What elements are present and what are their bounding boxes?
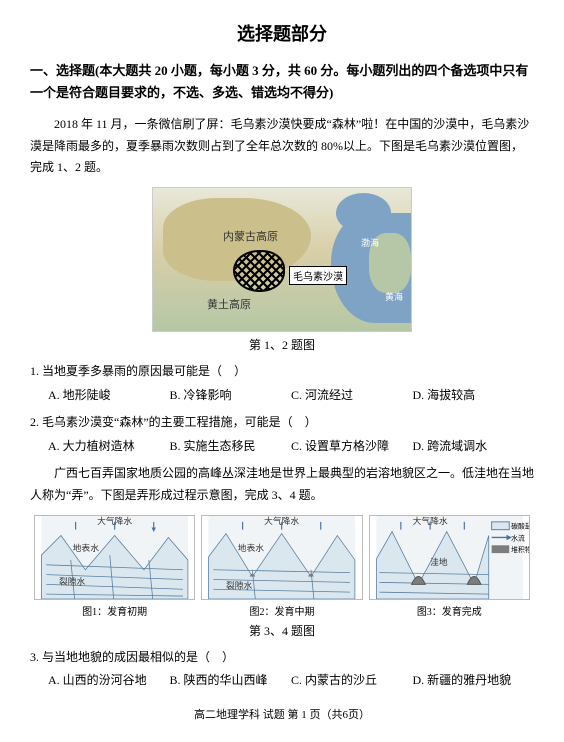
q1-option-b: B. 冷锋影响: [170, 385, 292, 407]
label-crack-1: 裂隙水: [59, 575, 86, 586]
desert-hatch-shape: [233, 250, 285, 292]
map-figure: 内蒙古高原 黄土高原 毛乌素沙漠 渤海 黄海: [152, 187, 412, 332]
q2-option-b: B. 实施生态移民: [170, 436, 292, 458]
label-rain-1: 大气降水: [97, 515, 132, 526]
label-ground-2: 地表水: [238, 542, 265, 553]
figure-2-caption: 第 3、4 题图: [30, 622, 534, 639]
question-1-stem: 1. 当地夏季多暴雨的原因最可能是（ ）: [30, 361, 534, 383]
q3-option-c: C. 内蒙古的沙丘: [291, 670, 413, 692]
question-3-options: A. 山西的汾河谷地 B. 陕西的华山西峰 C. 内蒙古的沙丘 D. 新疆的雅丹…: [30, 670, 534, 692]
q1-option-c: C. 河流经过: [291, 385, 413, 407]
legend-flow: 水流: [511, 533, 525, 542]
page-footer: 高二地理学科 试题 第 1 页（共6页）: [30, 706, 534, 722]
passage-1: 2018 年 11 月，一条微信刷了屏：毛乌素沙漠快要成“森林”啦！在中国的沙漠…: [30, 114, 534, 179]
panel1-caption: 图1：发育初期: [34, 603, 195, 618]
panel2-caption: 图2：发育中期: [201, 603, 362, 618]
map-label-desert: 毛乌素沙漠: [289, 266, 347, 285]
diagram-panel-2: 大气降水 地表水 裂隙水 图2：发育中期: [201, 515, 362, 618]
diagram-panel-3: 大气降水 洼地 碳酸盐类 水流 堆积物 图3：发育完成: [369, 515, 530, 618]
map-label-sea2: 黄海: [385, 290, 403, 303]
label-ground-1: 地表水: [73, 542, 100, 553]
q1-option-d: D. 海拔较高: [413, 385, 535, 407]
diagram-svg-2: 大气降水 地表水 裂隙水: [201, 515, 362, 600]
figure-2-container: 大气降水 地表水 裂隙水 图1：发育初期 大气降水 地表水 裂隙水 图2：发育中…: [34, 515, 530, 618]
figure-1-caption: 第 1、2 题图: [30, 336, 534, 353]
panel3-caption: 图3：发育完成: [369, 603, 530, 618]
q3-option-d: D. 新疆的雅丹地貌: [413, 670, 535, 692]
page-title: 选择题部分: [30, 20, 534, 46]
map-sea-shape-2: [336, 193, 391, 233]
q2-option-c: C. 设置草方格沙障: [291, 436, 413, 458]
diagram-panel-1: 大气降水 地表水 裂隙水 图1：发育初期: [34, 515, 195, 618]
q1-option-a: A. 地形陡峻: [48, 385, 170, 407]
map-label-inner-mongolia: 内蒙古高原: [223, 228, 278, 244]
label-crack-2: 裂隙水: [226, 579, 253, 590]
legend-deposit: 堆积物: [511, 545, 530, 554]
question-1-options: A. 地形陡峻 B. 冷锋影响 C. 河流经过 D. 海拔较高: [30, 385, 534, 407]
figure-1-container: 内蒙古高原 黄土高原 毛乌素沙漠 渤海 黄海: [30, 187, 534, 332]
passage-2: 广西七百弄国家地质公园的高峰丛深洼地是世界上最典型的岩溶地貌区之一。低洼地在当地…: [30, 463, 534, 506]
diagram-svg-3: 大气降水 洼地 碳酸盐类 水流 堆积物: [369, 515, 530, 600]
section-header: 一、选择题(本大题共 20 小题，每小题 3 分，共 60 分。每小题列出的四个…: [30, 60, 534, 104]
question-2-options: A. 大力植树造林 B. 实施生态移民 C. 设置草方格沙障 D. 跨流域调水: [30, 436, 534, 458]
map-label-sea1: 渤海: [361, 236, 379, 249]
question-3-stem: 3. 与当地地貌的成因最相似的是（ ）: [30, 647, 534, 669]
label-deposit-3: 洼地: [430, 555, 448, 566]
legend-rock: 碳酸盐类: [511, 521, 530, 530]
diagram-svg-1: 大气降水 地表水 裂隙水: [34, 515, 195, 600]
map-label-loess: 黄土高原: [207, 296, 251, 312]
q3-option-b: B. 陕西的华山西峰: [170, 670, 292, 692]
q3-option-a: A. 山西的汾河谷地: [48, 670, 170, 692]
q2-option-d: D. 跨流域调水: [413, 436, 535, 458]
q2-option-a: A. 大力植树造林: [48, 436, 170, 458]
question-2-stem: 2. 毛乌素沙漠变“森林”的主要工程措施，可能是（ ）: [30, 412, 534, 434]
